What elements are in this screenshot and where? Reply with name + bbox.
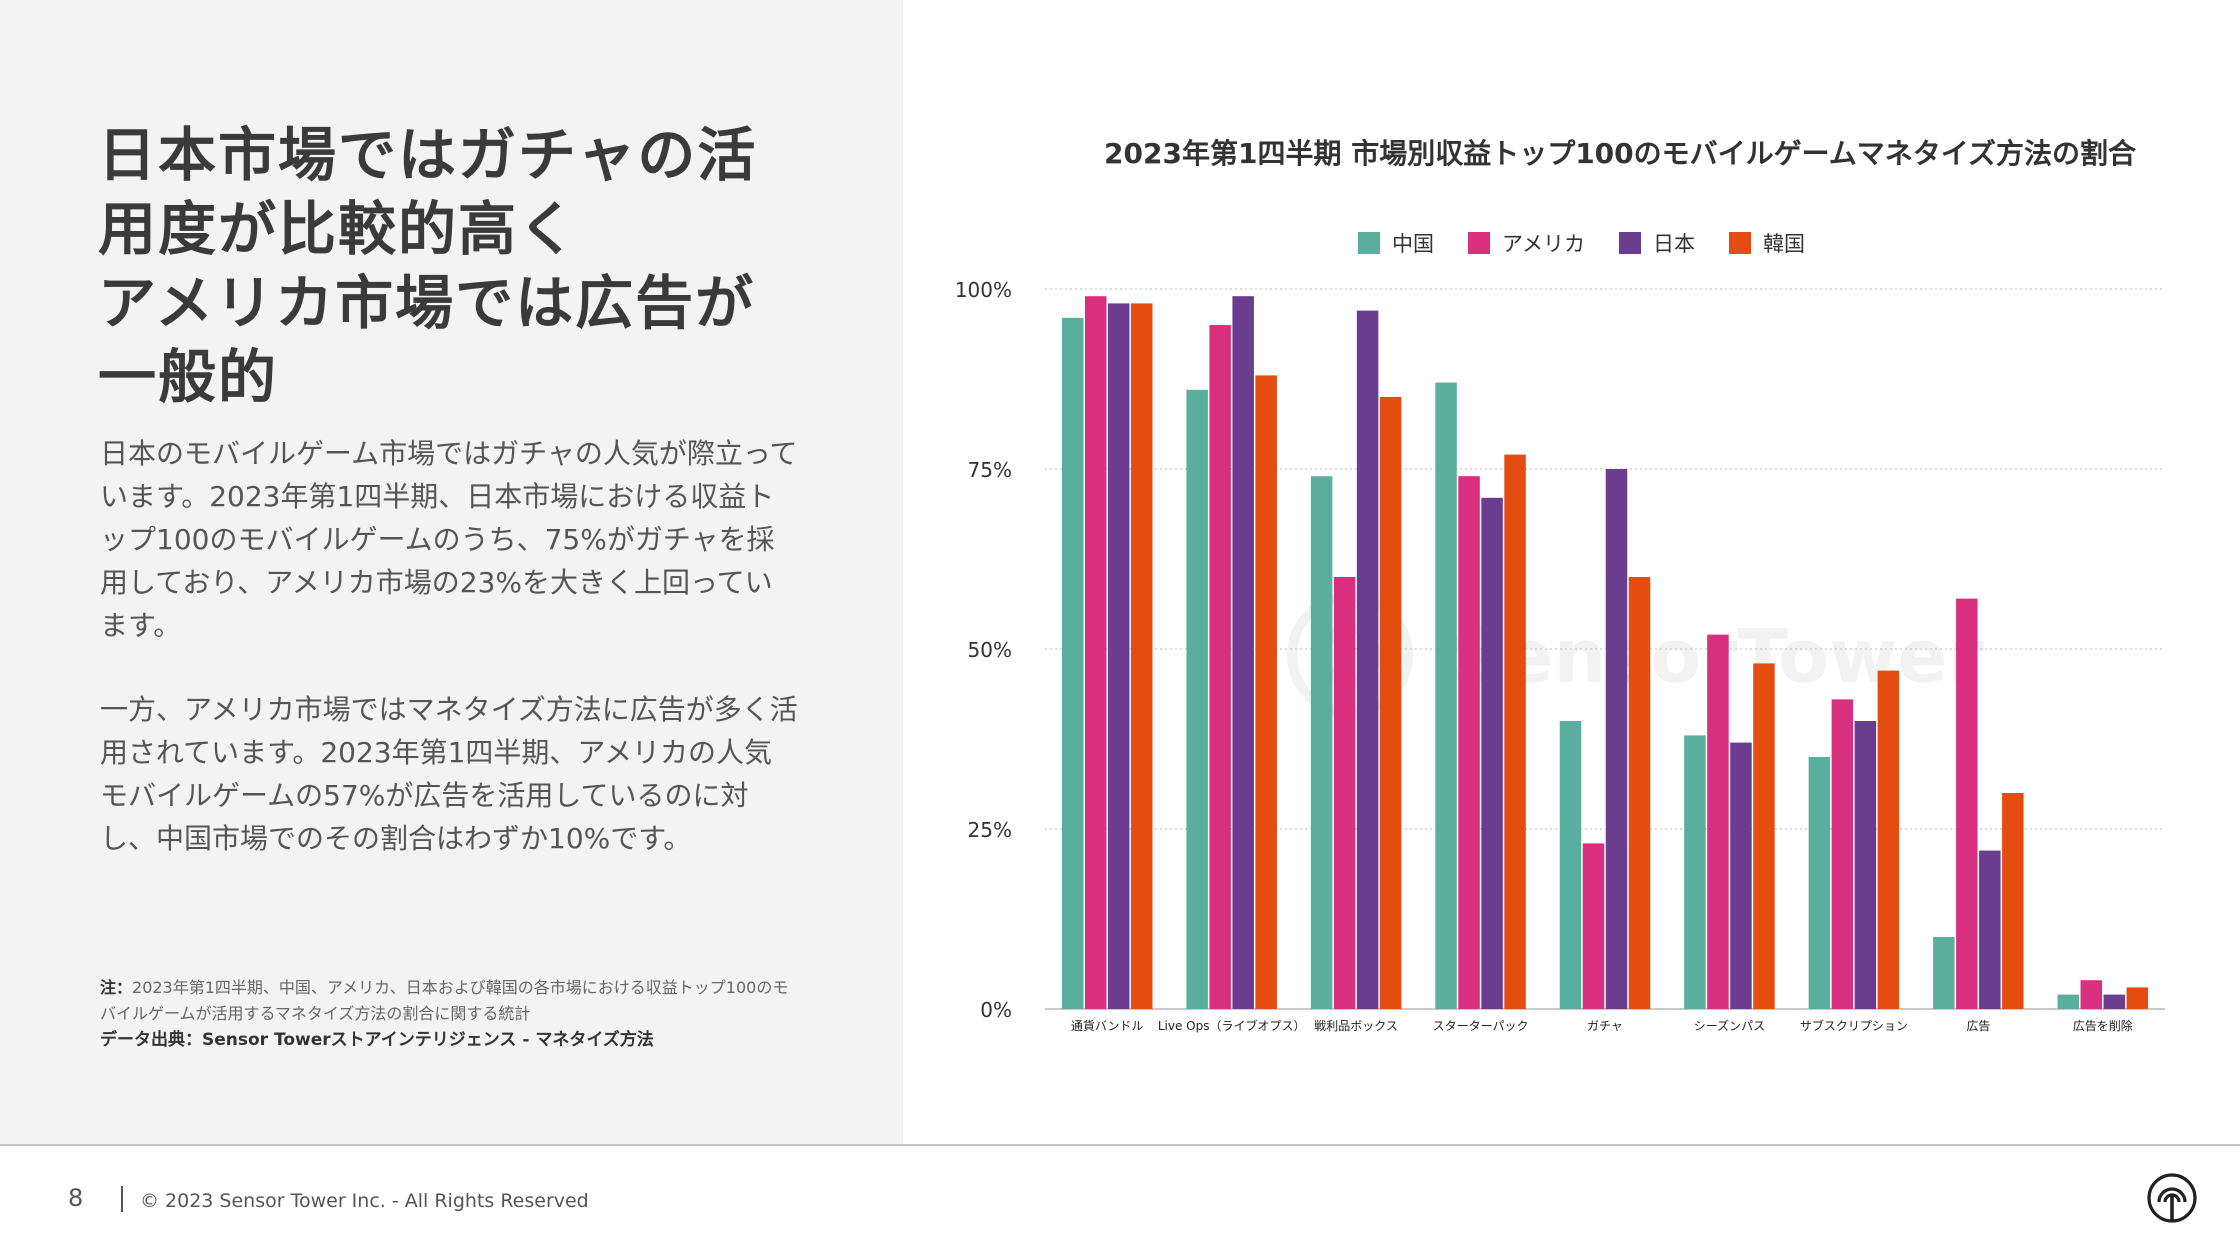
bar bbox=[1933, 937, 1955, 1009]
bar bbox=[1979, 850, 2001, 1009]
bar bbox=[1877, 670, 1900, 1009]
bar bbox=[1730, 742, 1752, 1009]
bar bbox=[1356, 310, 1379, 1010]
bar bbox=[1831, 699, 1854, 1009]
footer-separator bbox=[121, 1186, 123, 1212]
legend-item-china: 中国 bbox=[1358, 228, 1434, 258]
bar bbox=[1956, 598, 1978, 1009]
x-tick-label: 戦利品ボックス bbox=[1314, 1019, 1398, 1033]
headline-line-1: 日本市場ではガチャの活 bbox=[98, 121, 758, 189]
sensor-tower-logo-icon bbox=[2147, 1173, 2197, 1223]
bar bbox=[1684, 735, 1706, 1009]
chart-title: 2023年第1四半期 市場別収益トップ100のモバイルゲームマネタイズ方法の割合 bbox=[1104, 137, 2136, 170]
y-tick-label: 25% bbox=[968, 818, 1012, 842]
bar bbox=[1107, 303, 1130, 1009]
body-paragraph-2: 一方、アメリカ市場ではマネタイズ方法に広告が多く活用されています。2023年第1… bbox=[100, 693, 798, 855]
legend-label-usa: アメリカ bbox=[1502, 232, 1585, 256]
bar bbox=[1333, 577, 1356, 1009]
legend-item-japan: 日本 bbox=[1618, 228, 1695, 258]
bar bbox=[1084, 296, 1107, 1009]
note-label: 注： bbox=[100, 978, 133, 997]
bar bbox=[1753, 663, 1775, 1009]
y-tick-label: 75% bbox=[968, 458, 1012, 482]
note-text: 2023年第1四半期、中国、アメリカ、日本および韓国の各市場における収益トップ1… bbox=[100, 978, 789, 1023]
bar bbox=[2103, 994, 2126, 1009]
bar bbox=[1808, 757, 1831, 1009]
bar bbox=[1061, 317, 1084, 1009]
bar bbox=[1628, 577, 1651, 1009]
x-axis-ticks: 通貨バンドル Live Ops（ライブオプス） 戦利品ボックス スターターパック ガチャ… bbox=[1071, 1018, 2133, 1033]
x-tick-label: 通貨バンドル bbox=[1071, 1018, 1144, 1033]
x-tick-label: シーズンパス bbox=[1694, 1018, 1765, 1033]
bar bbox=[1255, 375, 1277, 1009]
bar bbox=[1130, 303, 1153, 1009]
legend-item-usa: アメリカ bbox=[1468, 228, 1585, 258]
bar bbox=[1379, 397, 1402, 1009]
gridlines bbox=[1045, 288, 2165, 1010]
left-panel bbox=[0, 0, 903, 1144]
bar bbox=[2126, 987, 2149, 1009]
footer-divider bbox=[0, 1144, 2240, 1146]
bar bbox=[2002, 793, 2024, 1009]
x-tick-label: 広告を削除 bbox=[2073, 1018, 2133, 1033]
legend-swatch-china bbox=[1358, 232, 1380, 254]
bar bbox=[1504, 454, 1526, 1010]
bar bbox=[1232, 296, 1254, 1009]
y-axis-ticks: 0% 25% 50% 75% 100% bbox=[955, 278, 1012, 1022]
bar bbox=[1435, 382, 1457, 1010]
headline-line-2: 用度が比較的高く bbox=[98, 195, 579, 263]
legend-label-korea: 韓国 bbox=[1762, 232, 1805, 256]
bars bbox=[1061, 296, 2149, 1010]
headline-line-3: アメリカ市場では広告が bbox=[98, 269, 756, 337]
x-tick-label: ガチャ bbox=[1587, 1019, 1623, 1033]
x-tick-label: サブスクリプション bbox=[1800, 1018, 1908, 1033]
legend-swatch-japan bbox=[1618, 232, 1641, 254]
chart-legend: 中国 アメリカ 日本 韓国 bbox=[1358, 228, 1805, 258]
bar bbox=[2080, 980, 2103, 1009]
bar bbox=[1310, 476, 1333, 1009]
bar bbox=[1582, 843, 1605, 1009]
data-source: データ出典：Sensor Towerストアインテリジェンス - マネタイズ方法 bbox=[100, 1030, 654, 1050]
bar bbox=[2057, 994, 2080, 1009]
y-tick-label: 100% bbox=[955, 278, 1012, 302]
page-number: 8 bbox=[68, 1184, 84, 1212]
x-tick-label: スターターパック bbox=[1433, 1019, 1529, 1033]
legend-item-korea: 韓国 bbox=[1728, 228, 1805, 258]
bar bbox=[1854, 721, 1877, 1009]
x-tick-label: Live Ops（ライブオプス） bbox=[1158, 1018, 1306, 1033]
bar bbox=[1458, 476, 1480, 1009]
legend-swatch-korea bbox=[1728, 232, 1751, 254]
bar bbox=[1605, 469, 1628, 1009]
copyright: © 2023 Sensor Tower Inc. - All Rights Re… bbox=[140, 1190, 589, 1212]
bar bbox=[1481, 497, 1503, 1009]
headline-line-4: 一般的 bbox=[98, 343, 279, 411]
y-tick-label: 50% bbox=[968, 638, 1012, 662]
bar bbox=[1186, 389, 1208, 1009]
y-tick-label: 0% bbox=[980, 998, 1012, 1022]
headline: 日本市場ではガチャの活 用度が比較的高く アメリカ市場では広告が 一般的 bbox=[98, 118, 818, 414]
legend-label-japan: 日本 bbox=[1652, 232, 1695, 256]
bar bbox=[1707, 634, 1729, 1009]
body-paragraph-1: 日本のモバイルゲーム市場ではガチャの人気が際立っています。2023年第1四半期、… bbox=[100, 437, 798, 642]
bar bbox=[1559, 721, 1582, 1009]
footnote: 注：2023年第1四半期、中国、アメリカ、日本および韓国の各市場における収益トッ… bbox=[100, 975, 800, 1053]
legend-swatch-usa bbox=[1468, 232, 1490, 254]
legend-label-china: 中国 bbox=[1392, 232, 1434, 256]
x-tick-label: 広告 bbox=[1966, 1019, 1990, 1033]
bar bbox=[1209, 325, 1231, 1009]
